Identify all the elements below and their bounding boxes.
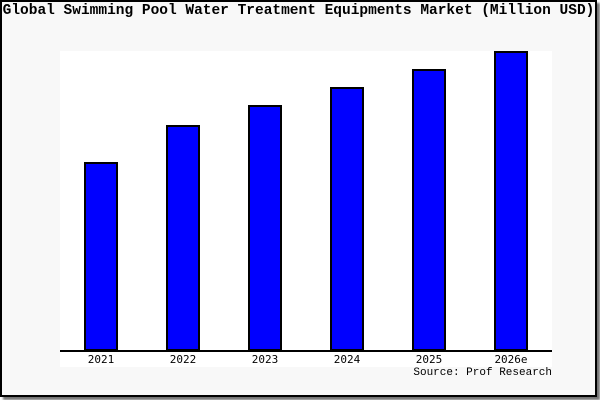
x-tick-label-2026e: 2026e [494,353,528,366]
bar-slot-2026e [470,51,552,351]
source-note: Source: Prof Research [413,367,552,379]
x-axis-line [60,350,552,352]
x-tick-label-2021: 2021 [87,353,115,366]
plot-area: 2021 2022 2023 2024 2025 2026e [60,51,552,367]
bar-2021 [84,162,118,351]
bar-slot-2022 [142,51,224,351]
bar-2026e [494,51,528,351]
x-tick-label-2022: 2022 [169,353,197,366]
bar-2024 [330,87,364,351]
bar-2022 [166,124,200,351]
bars-container [60,51,552,351]
bar-slot-2024 [306,51,388,351]
chart-title: Global Swimming Pool Water Treatment Equ… [2,3,595,19]
bar-slot-2023 [224,51,306,351]
x-axis-labels: 2021 2022 2023 2024 2025 2026e [60,352,552,367]
x-tick-label-2023: 2023 [251,353,279,366]
bar-2025 [412,69,446,351]
x-tick-label-2025: 2025 [415,353,443,366]
x-tick-label-2024: 2024 [333,353,361,366]
bar-slot-2021 [60,51,142,351]
bar-2023 [248,105,282,351]
bar-slot-2025 [388,51,470,351]
